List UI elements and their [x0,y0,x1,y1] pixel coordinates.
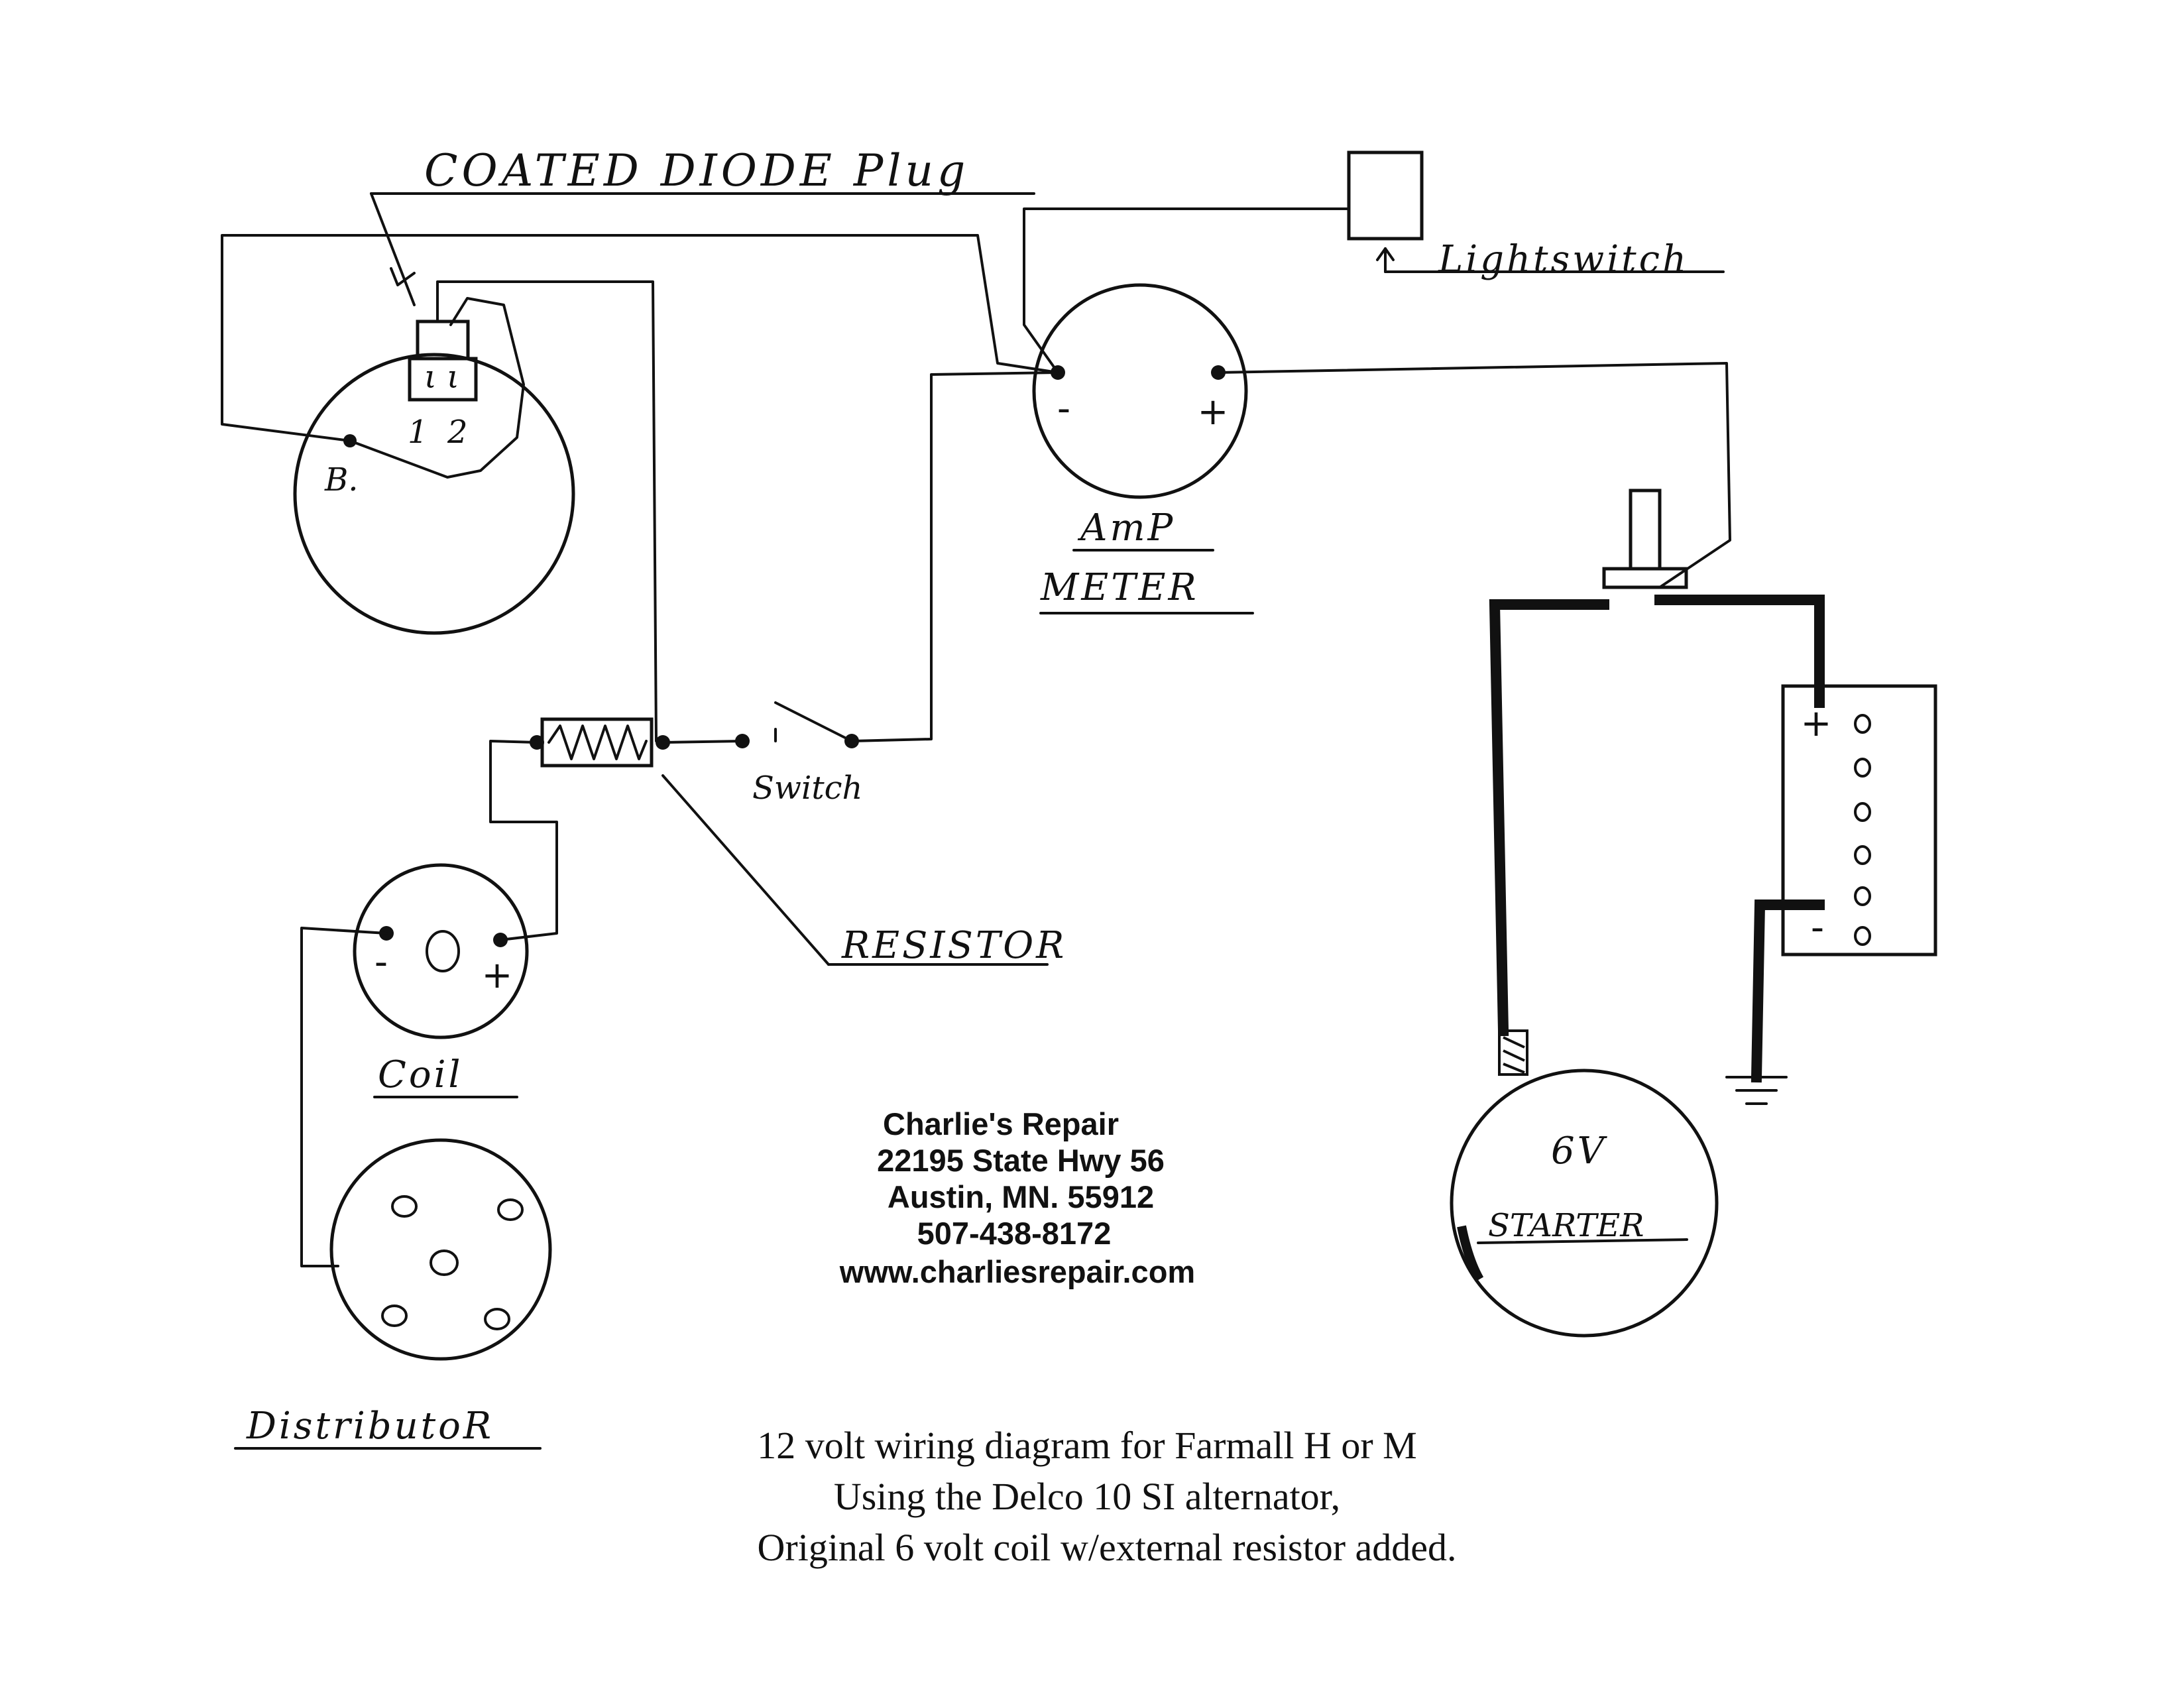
starter-solenoid [1602,489,1688,589]
diode-plug-label: COATED DIODE Plug [424,145,969,196]
alternator-body [293,353,575,635]
distributor-post [484,1308,510,1330]
battery-cell-cap [1854,886,1871,906]
starter-stud-thread [1503,1036,1525,1074]
alternator: ι ι 1 2 B. [293,319,575,635]
distributor-label: DistributoR [246,1405,494,1448]
battery: + - [1781,684,1937,957]
switch-label: Switch [752,770,862,807]
ammeter-plus-label: + [1198,390,1229,434]
starter-body [1450,1069,1719,1338]
battery-plus-label: + [1801,702,1832,745]
distributor-center-post [430,1249,459,1276]
starter-label-underline [1477,1238,1688,1244]
caption-line-3: Original 6 volt coil w/external resistor… [758,1526,1457,1569]
light-switch-label: Lightswitch [1438,238,1689,281]
ammeter-label-line2: METER [1040,566,1199,609]
ignition-switch [735,701,859,748]
wire-resistor-to-coil [489,740,558,941]
starter-voltage-label: 6V [1551,1130,1608,1173]
coil-center [426,930,460,972]
diode-plug-pointer [370,192,416,306]
battery-cell-cap [1854,802,1871,822]
battery-minus-label: - [1811,906,1824,949]
alternator-terminal-1-label: 1 [408,414,428,451]
wire-plug-1-to-resistor [436,280,658,742]
diode-plug-lower [408,357,478,402]
battery-cell-cap [1854,714,1871,734]
wire-resistor-to-switch [661,740,744,744]
solenoid-plunger [1629,489,1662,571]
distributor-post [391,1195,418,1218]
coil: - + [353,863,529,1039]
shop-website: www.charliesrepair.com [839,1254,1195,1289]
cable-solenoid-to-starter [1489,599,1609,1037]
distributor-body [329,1138,552,1361]
cable-battery-minus-to-ground [1751,900,1825,1083]
coil-body [353,863,529,1039]
resistor-zigzag [547,725,648,760]
resistor-label: RESISTOR [841,924,1066,967]
ammeter: - + [1032,283,1248,499]
shop-info: Charlie's Repair 22195 State Hwy 56 Aust… [839,1106,1195,1289]
shop-city: Austin, MN. 55912 [888,1179,1154,1214]
starter: 6V STARTER [1450,1029,1719,1338]
battery-cell-cap [1854,758,1871,778]
distributor-post [381,1305,408,1327]
starter-shadow-arc [1457,1225,1484,1282]
wire-coil-to-distributor [300,927,388,1267]
plug-pin-marks: ι ι [424,359,459,396]
shop-street: 22195 State Hwy 56 [877,1143,1165,1178]
wire-alternator-b-to-ammeter [221,234,1059,442]
ammeter-body [1032,283,1248,499]
battery-cell-cap [1854,845,1871,865]
light-switch-arrowhead [1376,247,1395,261]
shop-name: Charlie's Repair [883,1106,1119,1141]
distributor [329,1138,552,1361]
wire-plug-2-to-b [349,297,525,479]
alternator-b-label: B. [324,461,359,498]
ammeter-label-line1: AmP [1077,506,1175,550]
resistor-pointer [661,774,830,966]
solenoid-base [1602,567,1688,589]
shop-phone: 507-438-8172 [917,1216,1112,1251]
distributor-post [497,1198,524,1221]
diode-plug-arrowhead [390,267,416,286]
coil-plus-label: + [482,954,513,997]
ammeter-minus-label: - [1057,387,1070,430]
wire-ammeter-to-light-switch [1023,207,1350,374]
caption: 12 volt wiring diagram for Farmall H or … [757,1424,1456,1569]
coil-minus-label: - [374,941,388,984]
resistor [530,717,670,768]
diode-plug-upper [416,319,470,361]
cable-solenoid-to-battery-plus [1654,595,1825,708]
caption-line-1: 12 volt wiring diagram for Farmall H or … [757,1424,1417,1467]
light-switch-box [1347,150,1424,241]
coil-label: Coil [378,1053,463,1096]
caption-line-2: Using the Delco 10 SI alternator, [834,1475,1340,1518]
switch-blade [774,701,853,742]
wire-switch-to-ammeter [850,371,1059,742]
battery-cell-cap [1854,926,1871,946]
starter-label: STARTER [1488,1207,1644,1244]
alternator-terminal-2-label: 2 [447,414,468,451]
wire-ammeter-to-solenoid [1217,362,1731,589]
battery-case [1781,684,1937,957]
